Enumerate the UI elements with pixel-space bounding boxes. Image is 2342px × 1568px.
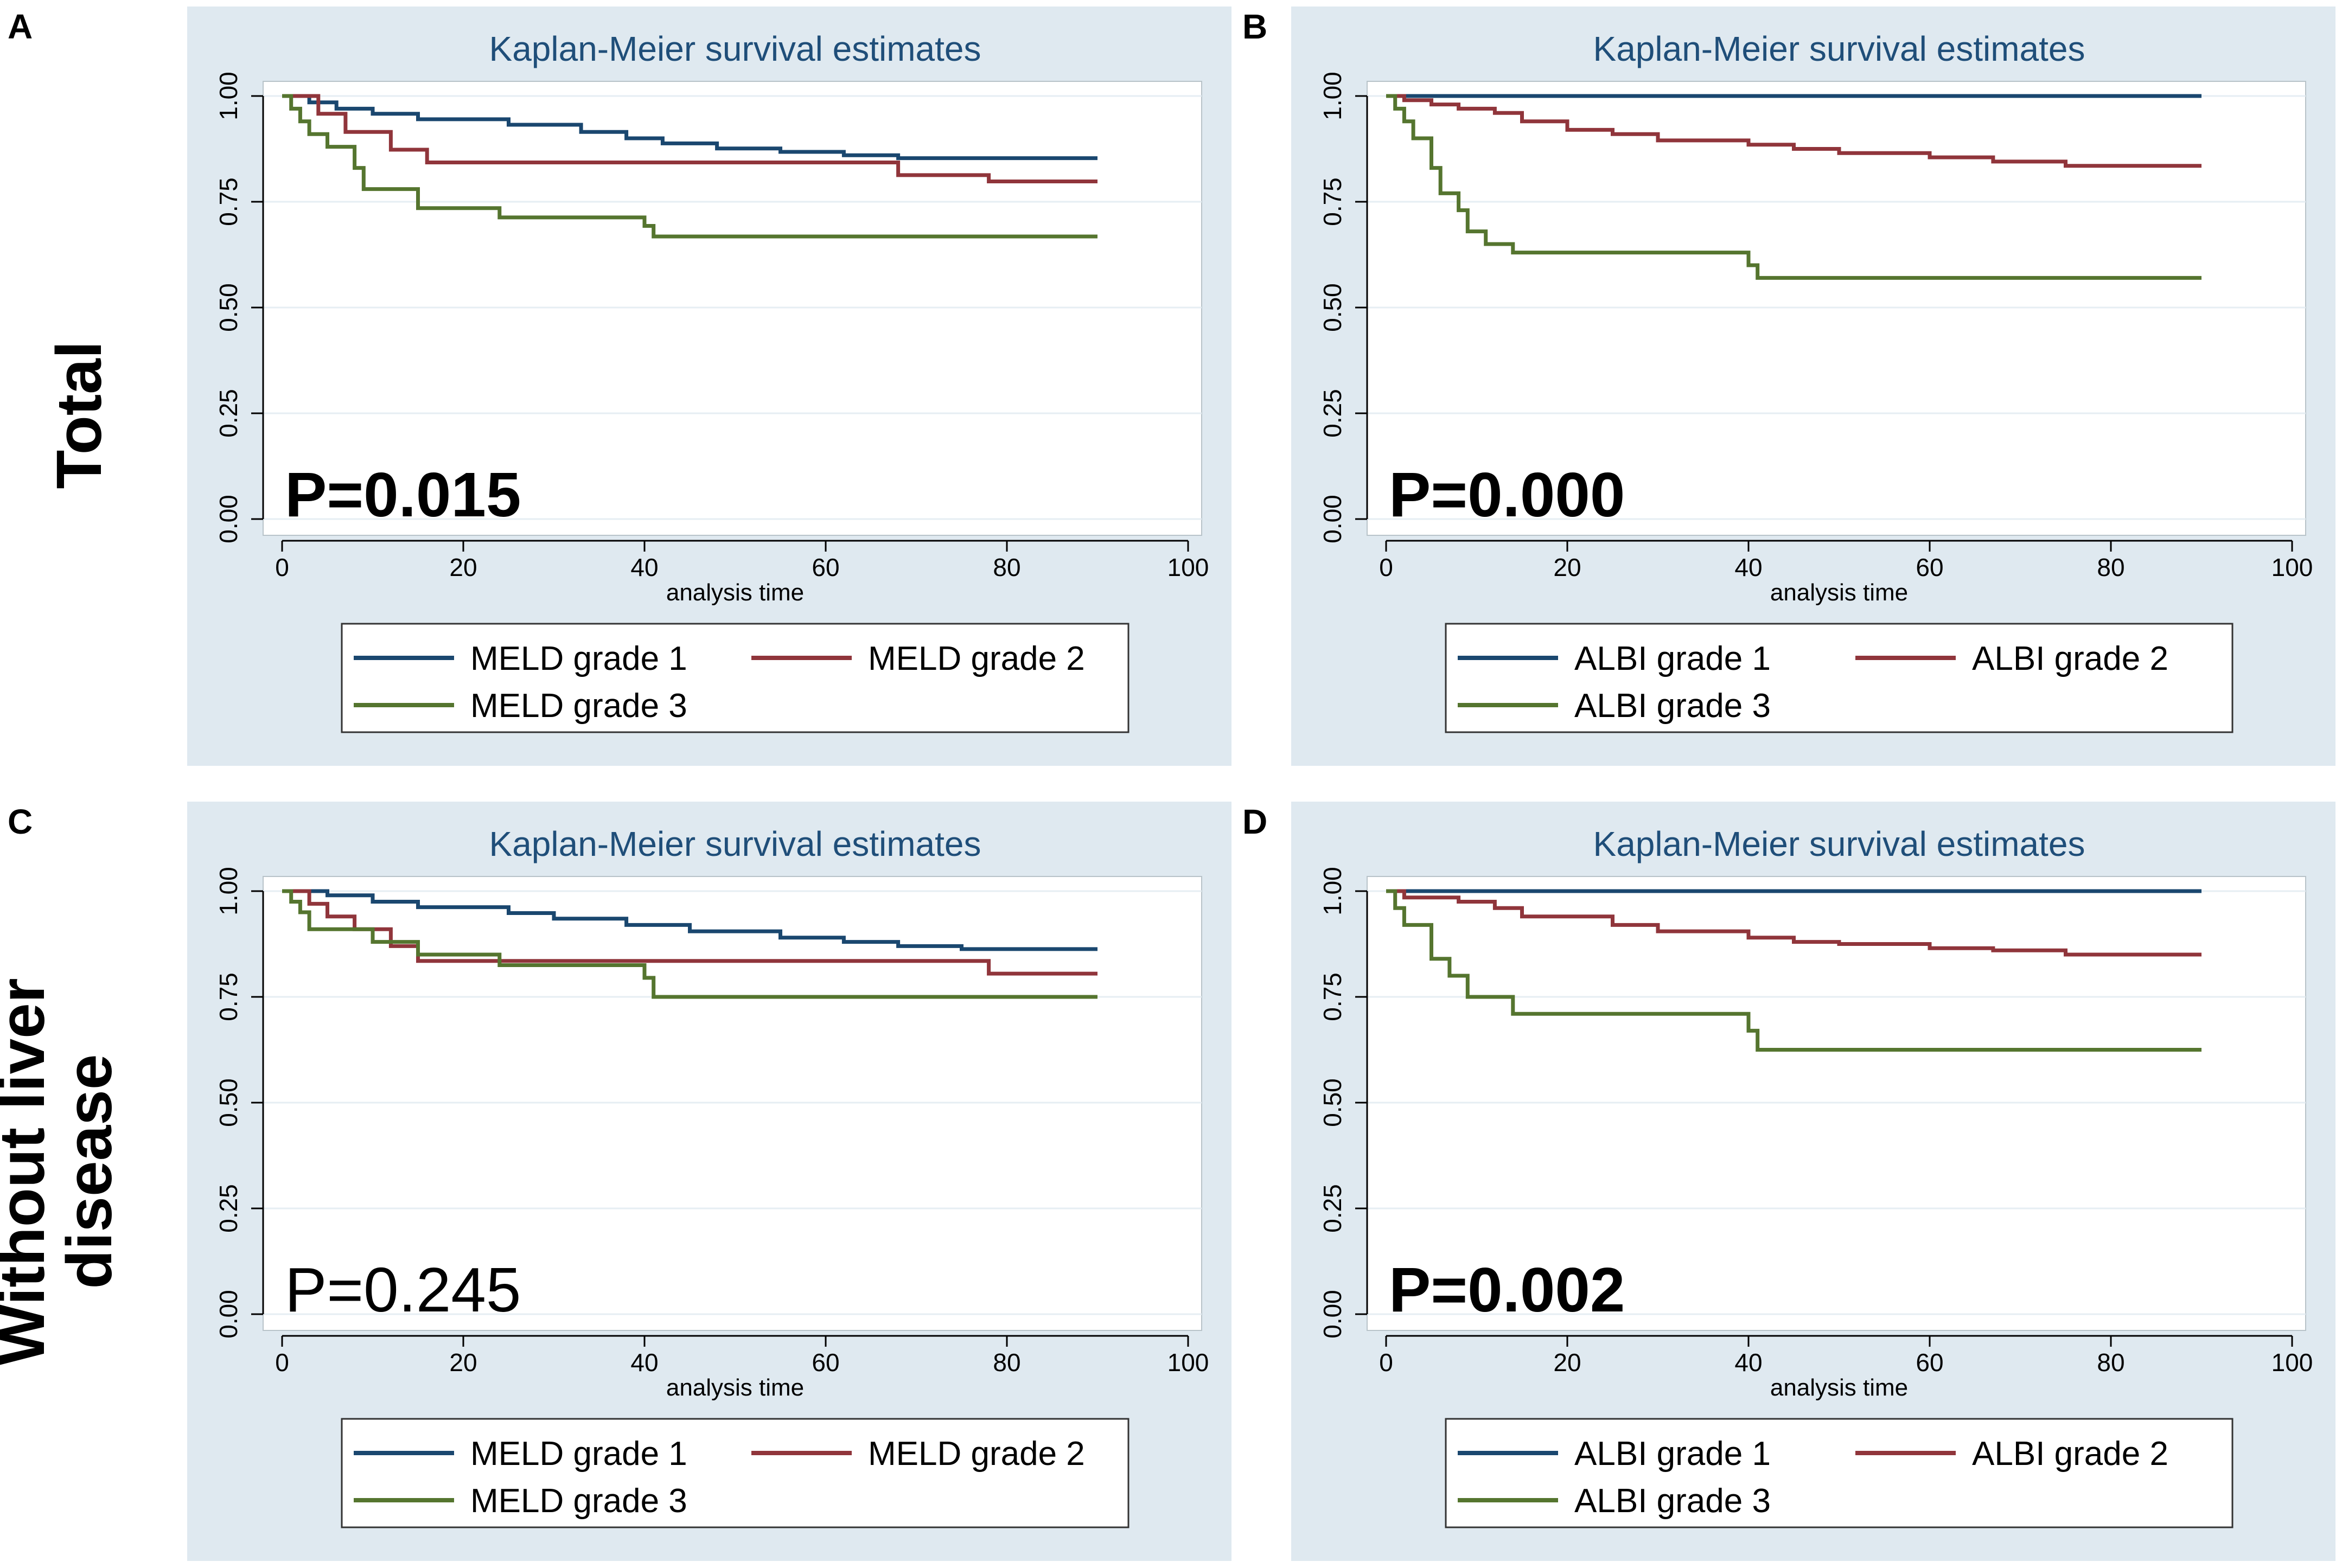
x-axis-label: analysis time — [1770, 1374, 1908, 1401]
row-label-total: Total — [43, 279, 117, 551]
y-tick-label: 0.50 — [214, 283, 243, 332]
x-tick-label: 60 — [812, 553, 839, 581]
y-tick-label: 0.00 — [1318, 1290, 1347, 1339]
x-tick-label: 60 — [812, 1348, 839, 1377]
panel-letter-a: A — [8, 7, 33, 46]
legend-box — [341, 623, 1129, 733]
legend-label-1: MELD grade 1 — [470, 1435, 687, 1473]
x-tick-label: 40 — [630, 553, 658, 581]
legend-label-2: ALBI grade 2 — [1972, 640, 2168, 677]
x-tick-label: 20 — [1553, 553, 1581, 581]
km-curve-2 — [1386, 94, 2201, 168]
y-tick-label: 0.00 — [214, 495, 243, 543]
y-tick-label: 0.50 — [1318, 283, 1347, 332]
x-tick-label: 100 — [1167, 1348, 1209, 1377]
km-chart-a: Kaplan-Meier survival estimates 0.00 0.25 0… — [187, 7, 1231, 766]
x-tick-label: 0 — [1379, 553, 1393, 581]
x-tick-label: 100 — [2271, 553, 2313, 581]
y-tick-label: 0.50 — [214, 1078, 243, 1127]
legend-box — [1445, 1418, 2233, 1528]
y-tick-label: 0.25 — [1318, 389, 1347, 438]
x-tick-label: 80 — [2097, 553, 2124, 581]
y-tick-label: 0.75 — [214, 177, 243, 226]
p-value-label: P=0.245 — [285, 1255, 521, 1325]
x-axis-label: analysis time — [666, 1374, 804, 1401]
x-axis-label: analysis time — [666, 579, 804, 606]
y-tick-label: 0.25 — [214, 1184, 243, 1233]
legend-label-2: MELD grade 2 — [868, 1435, 1085, 1473]
km-curve-3 — [1386, 94, 2201, 280]
chart-title: Kaplan-Meier survival estimates — [489, 824, 981, 863]
y-tick-label: 0.25 — [214, 389, 243, 438]
y-tick-label: 0.50 — [1318, 1078, 1347, 1127]
row-label-line1: Without liver — [0, 978, 58, 1365]
x-tick-label: 20 — [449, 553, 477, 581]
legend-label-1: MELD grade 1 — [470, 640, 687, 677]
p-value-label: P=0.002 — [1389, 1255, 1625, 1325]
legend-label-3: ALBI grade 3 — [1574, 1482, 1771, 1520]
x-tick-label: 20 — [449, 1348, 477, 1377]
legend-label-3: MELD grade 3 — [470, 1482, 687, 1520]
legend-label-1: ALBI grade 1 — [1574, 640, 1771, 677]
y-tick-label: 0.25 — [1318, 1184, 1347, 1233]
x-tick-label: 20 — [1553, 1348, 1581, 1377]
x-tick-label: 60 — [1916, 553, 1943, 581]
y-tick-label: 1.00 — [214, 72, 243, 120]
legend-label-3: ALBI grade 3 — [1574, 687, 1771, 725]
chart-title: Kaplan-Meier survival estimates — [1593, 29, 2085, 68]
x-tick-label: 40 — [630, 1348, 658, 1377]
km-curve-1 — [282, 94, 1097, 161]
y-tick-label: 0.75 — [214, 972, 243, 1021]
km-curve-2 — [282, 94, 1097, 184]
km-chart-b: Kaplan-Meier survival estimates 0.00 0.25 0… — [1291, 7, 2335, 766]
panel-letter-c: C — [8, 802, 33, 841]
panel-letter-b: B — [1242, 7, 1268, 46]
x-tick-label: 100 — [2271, 1348, 2313, 1377]
y-tick-label: 1.00 — [214, 867, 243, 916]
km-curve-2 — [1386, 889, 2201, 957]
x-axis-label: analysis time — [1770, 579, 1908, 606]
row-label-without-liver-disease: Without liver disease — [0, 846, 130, 1497]
legend-label-3: MELD grade 3 — [470, 687, 687, 725]
x-tick-label: 100 — [1167, 553, 1209, 581]
y-tick-label: 0.75 — [1318, 972, 1347, 1021]
km-curve-1 — [282, 889, 1097, 951]
chart-title: Kaplan-Meier survival estimates — [489, 29, 981, 68]
x-tick-label: 40 — [1734, 1348, 1762, 1377]
km-curve-3 — [282, 889, 1097, 999]
km-curve-3 — [282, 94, 1097, 239]
x-tick-label: 60 — [1916, 1348, 1943, 1377]
panel-letter-d: D — [1242, 802, 1268, 841]
p-value-label: P=0.015 — [285, 459, 521, 530]
y-tick-label: 0.75 — [1318, 177, 1347, 226]
legend-label-2: MELD grade 2 — [868, 640, 1085, 677]
x-tick-label: 0 — [275, 553, 289, 581]
y-tick-label: 1.00 — [1318, 72, 1347, 120]
x-tick-label: 0 — [1379, 1348, 1393, 1377]
legend-label-2: ALBI grade 2 — [1972, 1435, 2168, 1473]
x-tick-label: 80 — [2097, 1348, 2124, 1377]
x-tick-label: 40 — [1734, 553, 1762, 581]
y-tick-label: 1.00 — [1318, 867, 1347, 916]
x-tick-label: 80 — [993, 553, 1020, 581]
row-label-line2: disease — [53, 1054, 125, 1289]
km-chart-d: Kaplan-Meier survival estimates 0.00 0.25 0… — [1291, 802, 2335, 1561]
legend-box — [341, 1418, 1129, 1528]
x-tick-label: 0 — [275, 1348, 289, 1377]
x-tick-label: 80 — [993, 1348, 1020, 1377]
km-chart-c: Kaplan-Meier survival estimates 0.00 0.25 0… — [187, 802, 1231, 1561]
legend-label-1: ALBI grade 1 — [1574, 1435, 1771, 1473]
km-curve-3 — [1386, 889, 2201, 1052]
chart-title: Kaplan-Meier survival estimates — [1593, 824, 2085, 863]
legend-box — [1445, 623, 2233, 733]
row-label-total-text: Total — [43, 341, 115, 489]
y-tick-label: 0.00 — [1318, 495, 1347, 543]
p-value-label: P=0.000 — [1389, 459, 1625, 530]
y-tick-label: 0.00 — [214, 1290, 243, 1339]
